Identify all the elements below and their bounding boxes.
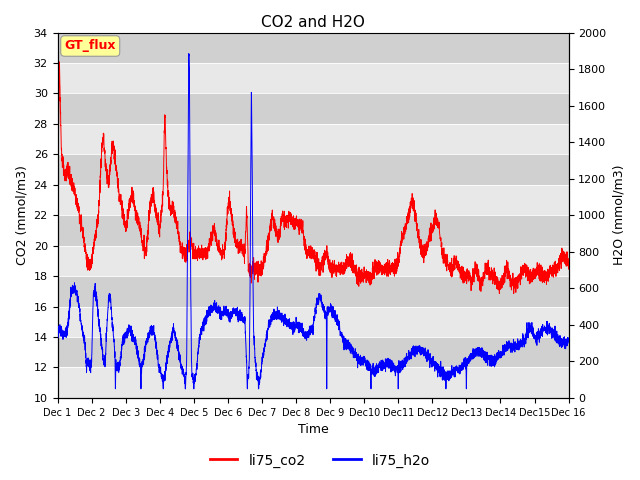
Legend: li75_co2, li75_h2o: li75_co2, li75_h2o [204,448,436,473]
Bar [58,215,568,246]
Bar [58,368,568,398]
Bar [58,337,568,368]
Bar [58,276,568,307]
Bar [58,185,568,215]
Bar [58,63,568,94]
Text: GT_flux: GT_flux [65,39,116,52]
Bar [58,155,568,185]
Bar [58,33,568,63]
Bar [58,124,568,155]
Title: CO2 and H2O: CO2 and H2O [261,15,365,30]
Bar [58,307,568,337]
Bar [58,246,568,276]
Y-axis label: CO2 (mmol/m3): CO2 (mmol/m3) [15,165,28,265]
Bar [58,94,568,124]
X-axis label: Time: Time [298,423,328,436]
Y-axis label: H2O (mmol/m3): H2O (mmol/m3) [612,165,625,265]
